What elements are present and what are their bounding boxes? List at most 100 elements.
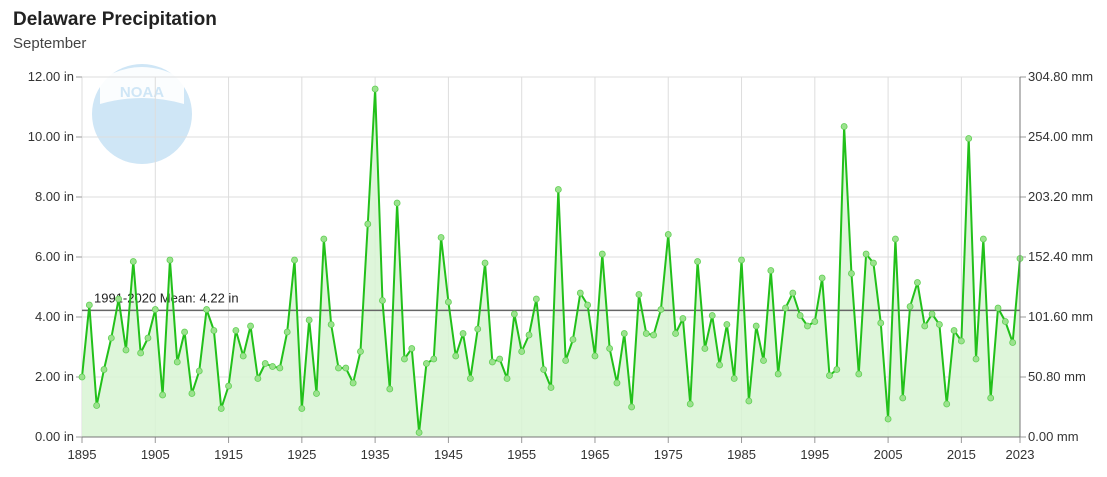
data-point (254, 375, 262, 382)
data-point (650, 331, 657, 339)
data-point (327, 321, 335, 328)
data-point (144, 334, 152, 342)
data-point (576, 289, 584, 297)
y2-tick-label: 0.00 mm (1028, 429, 1079, 444)
noaa-logo-text: NOAA (120, 84, 164, 101)
x-axis: 1895 1905 1915 1925 1935 1945 1955 1965 1975 1985… (68, 437, 1035, 462)
data-point (935, 321, 943, 328)
data-point (1001, 318, 1009, 325)
data-point (349, 379, 357, 387)
x-tick-label: 1925 (287, 447, 316, 462)
noaa-logo-bird (100, 67, 184, 104)
data-point (195, 367, 203, 375)
data-point (657, 306, 665, 313)
data-point (870, 259, 877, 267)
data-point (313, 390, 320, 397)
data-point (620, 330, 628, 337)
data-point (342, 364, 350, 372)
data-point (591, 352, 599, 360)
data-point (833, 366, 841, 373)
data-point (107, 334, 115, 342)
x-tick-label: 2015 (947, 447, 976, 462)
data-point (510, 310, 518, 318)
x-tick-label: 1915 (214, 447, 243, 462)
y2-tick-label: 304.80 mm (1028, 69, 1093, 84)
data-point (914, 279, 921, 286)
data-point (767, 267, 775, 274)
data-point (430, 355, 438, 363)
data-point (928, 310, 936, 318)
data-point (760, 357, 767, 364)
data-point (525, 331, 533, 339)
data-point (261, 360, 269, 367)
y-tick-label: 2.00 in (35, 369, 74, 384)
data-point (496, 355, 504, 363)
x-tick-label: 2023 (1006, 447, 1035, 462)
x-tick-label: 1965 (581, 447, 610, 462)
data-point (877, 319, 885, 327)
y-tick-label: 6.00 in (35, 249, 74, 264)
data-point (335, 364, 342, 372)
data-point (239, 352, 247, 360)
data-point (957, 337, 965, 345)
data-point (987, 394, 995, 402)
data-point (613, 379, 621, 387)
data-point (672, 330, 679, 337)
data-point (598, 250, 606, 258)
data-point (789, 289, 797, 297)
data-point (466, 375, 474, 382)
data-point (972, 355, 980, 363)
data-point (129, 258, 137, 265)
data-point (151, 306, 159, 313)
y-axis-right: 0.00 mm 50.80 mm 101.60 mm 152.40 mm 203.20 … (1020, 69, 1093, 444)
data-point (93, 402, 101, 409)
data-point (203, 306, 210, 313)
data-point (232, 327, 240, 334)
data-point (474, 325, 482, 333)
data-point (371, 85, 379, 93)
y-tick-label: 0.00 in (35, 429, 74, 444)
data-point (730, 375, 738, 382)
data-point (210, 327, 218, 334)
data-point (642, 330, 650, 337)
x-tick-label: 1955 (507, 447, 536, 462)
y2-tick-label: 152.40 mm (1028, 249, 1093, 264)
data-point (701, 345, 709, 352)
data-point (782, 304, 789, 312)
x-tick-label: 1905 (141, 447, 170, 462)
data-point (137, 349, 145, 357)
data-point (379, 297, 386, 304)
data-point (686, 400, 694, 408)
x-tick-label: 1945 (434, 447, 463, 462)
data-point (818, 274, 826, 282)
noaa-logo: NOAA (92, 64, 192, 164)
data-point (122, 346, 130, 354)
data-point (826, 372, 833, 379)
y-axis-left: 0.00 in 2.00 in 4.00 in 6.00 in 8.00 in 10.00… (28, 69, 82, 444)
data-point (540, 366, 548, 373)
data-point (811, 318, 819, 325)
data-point (283, 328, 291, 336)
data-point (188, 390, 196, 397)
data-point (423, 360, 430, 367)
data-point (569, 336, 577, 343)
data-point (393, 199, 401, 207)
data-point (584, 301, 592, 309)
data-point (459, 330, 467, 337)
x-tick-label: 1985 (727, 447, 756, 462)
data-point (100, 366, 108, 373)
data-point (752, 322, 760, 330)
data-point (745, 397, 753, 405)
data-point (679, 315, 687, 322)
data-point (291, 256, 298, 264)
data-point (159, 391, 167, 399)
y2-tick-label: 254.00 mm (1028, 129, 1093, 144)
precipitation-area (82, 89, 1020, 437)
data-point (1009, 339, 1017, 346)
data-point (401, 355, 408, 363)
data-point (979, 235, 987, 243)
data-point (628, 403, 636, 411)
y-tick-label: 10.00 in (28, 129, 74, 144)
data-point (217, 405, 225, 412)
